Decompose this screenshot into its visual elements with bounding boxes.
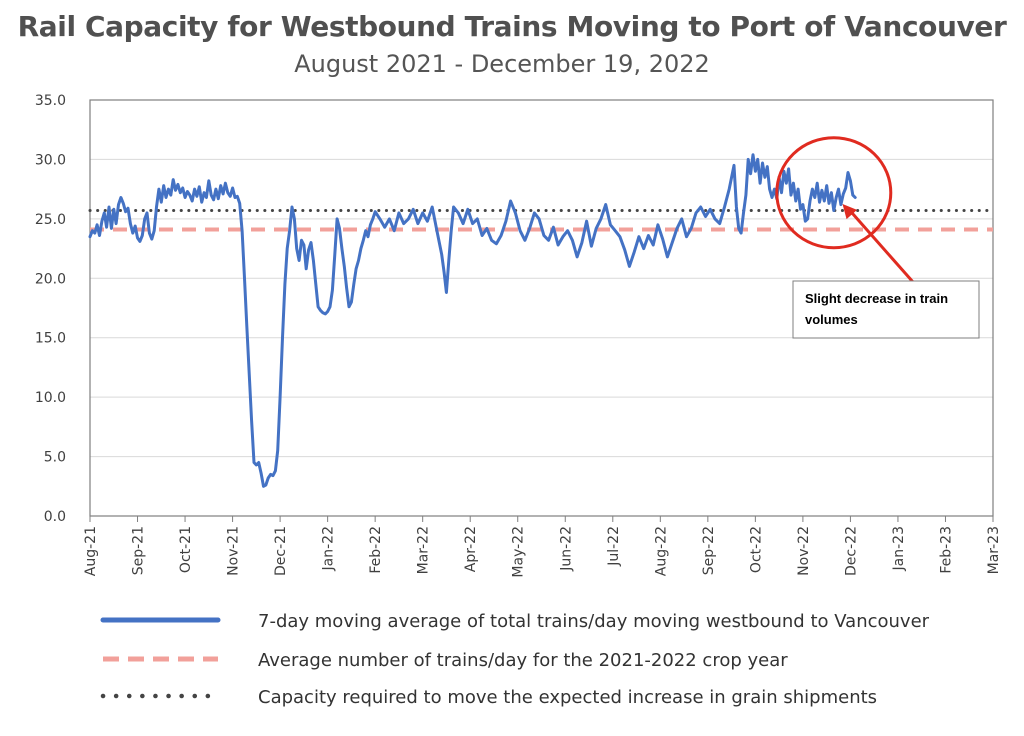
x-tick-label: Mar-22 bbox=[416, 526, 432, 574]
annotation-arrowhead bbox=[842, 204, 858, 220]
x-tick-label: Jul-22 bbox=[606, 526, 622, 567]
x-tick-label: Jun-22 bbox=[558, 526, 574, 572]
annotation-text: volumes bbox=[805, 312, 858, 327]
y-tick-label: 0.0 bbox=[44, 509, 66, 525]
annotation: Slight decrease in train volumes bbox=[775, 136, 980, 339]
x-tick-label: Dec-21 bbox=[273, 526, 289, 576]
y-tick-label: 35.0 bbox=[35, 93, 66, 109]
x-tick-label: Nov-22 bbox=[796, 526, 812, 576]
x-tick-label: Aug-22 bbox=[653, 526, 669, 576]
chart-title: Rail Capacity for Westbound Trains Movin… bbox=[17, 10, 1007, 43]
y-tick-label: 15.0 bbox=[35, 331, 66, 347]
y-tick-label: 20.0 bbox=[35, 271, 66, 287]
y-tick-label: 10.0 bbox=[35, 390, 66, 406]
y-tick-label: 30.0 bbox=[35, 152, 66, 168]
x-tick-label: Sep-21 bbox=[131, 526, 147, 575]
x-tick-labels: Aug-21 Sep-21 Oct-21 Nov-21 Dec-21 Jan-22 Feb-… bbox=[83, 526, 1002, 578]
axes bbox=[89, 99, 994, 522]
legend-label: 7-day moving average of total trains/day… bbox=[258, 611, 930, 632]
annotation-box bbox=[792, 280, 980, 339]
y-tick-labels: 0.0 5.0 10.0 15.0 20.0 25.0 30.0 35.0 bbox=[35, 93, 66, 525]
x-tick-label: Feb-22 bbox=[368, 526, 384, 574]
y-tick-label: 25.0 bbox=[35, 212, 66, 228]
x-tick-label: Mar-23 bbox=[986, 526, 1002, 574]
x-tick-label: Dec-22 bbox=[843, 526, 859, 576]
x-tick-label: Jan-23 bbox=[891, 526, 907, 571]
x-tick-label: Sep-22 bbox=[701, 526, 717, 575]
plot-frame bbox=[89, 99, 994, 517]
legend-label: Average number of trains/day for the 202… bbox=[258, 650, 788, 671]
x-tick-label: May-22 bbox=[511, 526, 527, 578]
annotation-circle bbox=[775, 136, 893, 250]
legend-label: Capacity required to move the expected i… bbox=[258, 687, 877, 708]
series bbox=[88, 153, 995, 488]
x-tick-label: Nov-21 bbox=[226, 526, 242, 576]
x-tick-label: Apr-22 bbox=[463, 526, 479, 572]
x-tick-label: Oct-21 bbox=[178, 526, 194, 573]
x-tick-label: Feb-23 bbox=[938, 526, 954, 574]
annotation-arrow-line bbox=[847, 208, 915, 283]
y-tick-label: 5.0 bbox=[44, 450, 66, 466]
gridlines bbox=[90, 99, 993, 458]
legend: 7-day moving average of total trains/day… bbox=[100, 611, 930, 708]
x-tick-label: Oct-22 bbox=[748, 526, 764, 573]
annotation-text: Slight decrease in train bbox=[805, 291, 948, 306]
x-tick-label: Jan-22 bbox=[321, 526, 337, 571]
chart-subtitle: August 2021 - December 19, 2022 bbox=[294, 50, 710, 78]
series-moving-average-line bbox=[88, 153, 857, 488]
x-tick-label: Aug-21 bbox=[83, 526, 99, 576]
